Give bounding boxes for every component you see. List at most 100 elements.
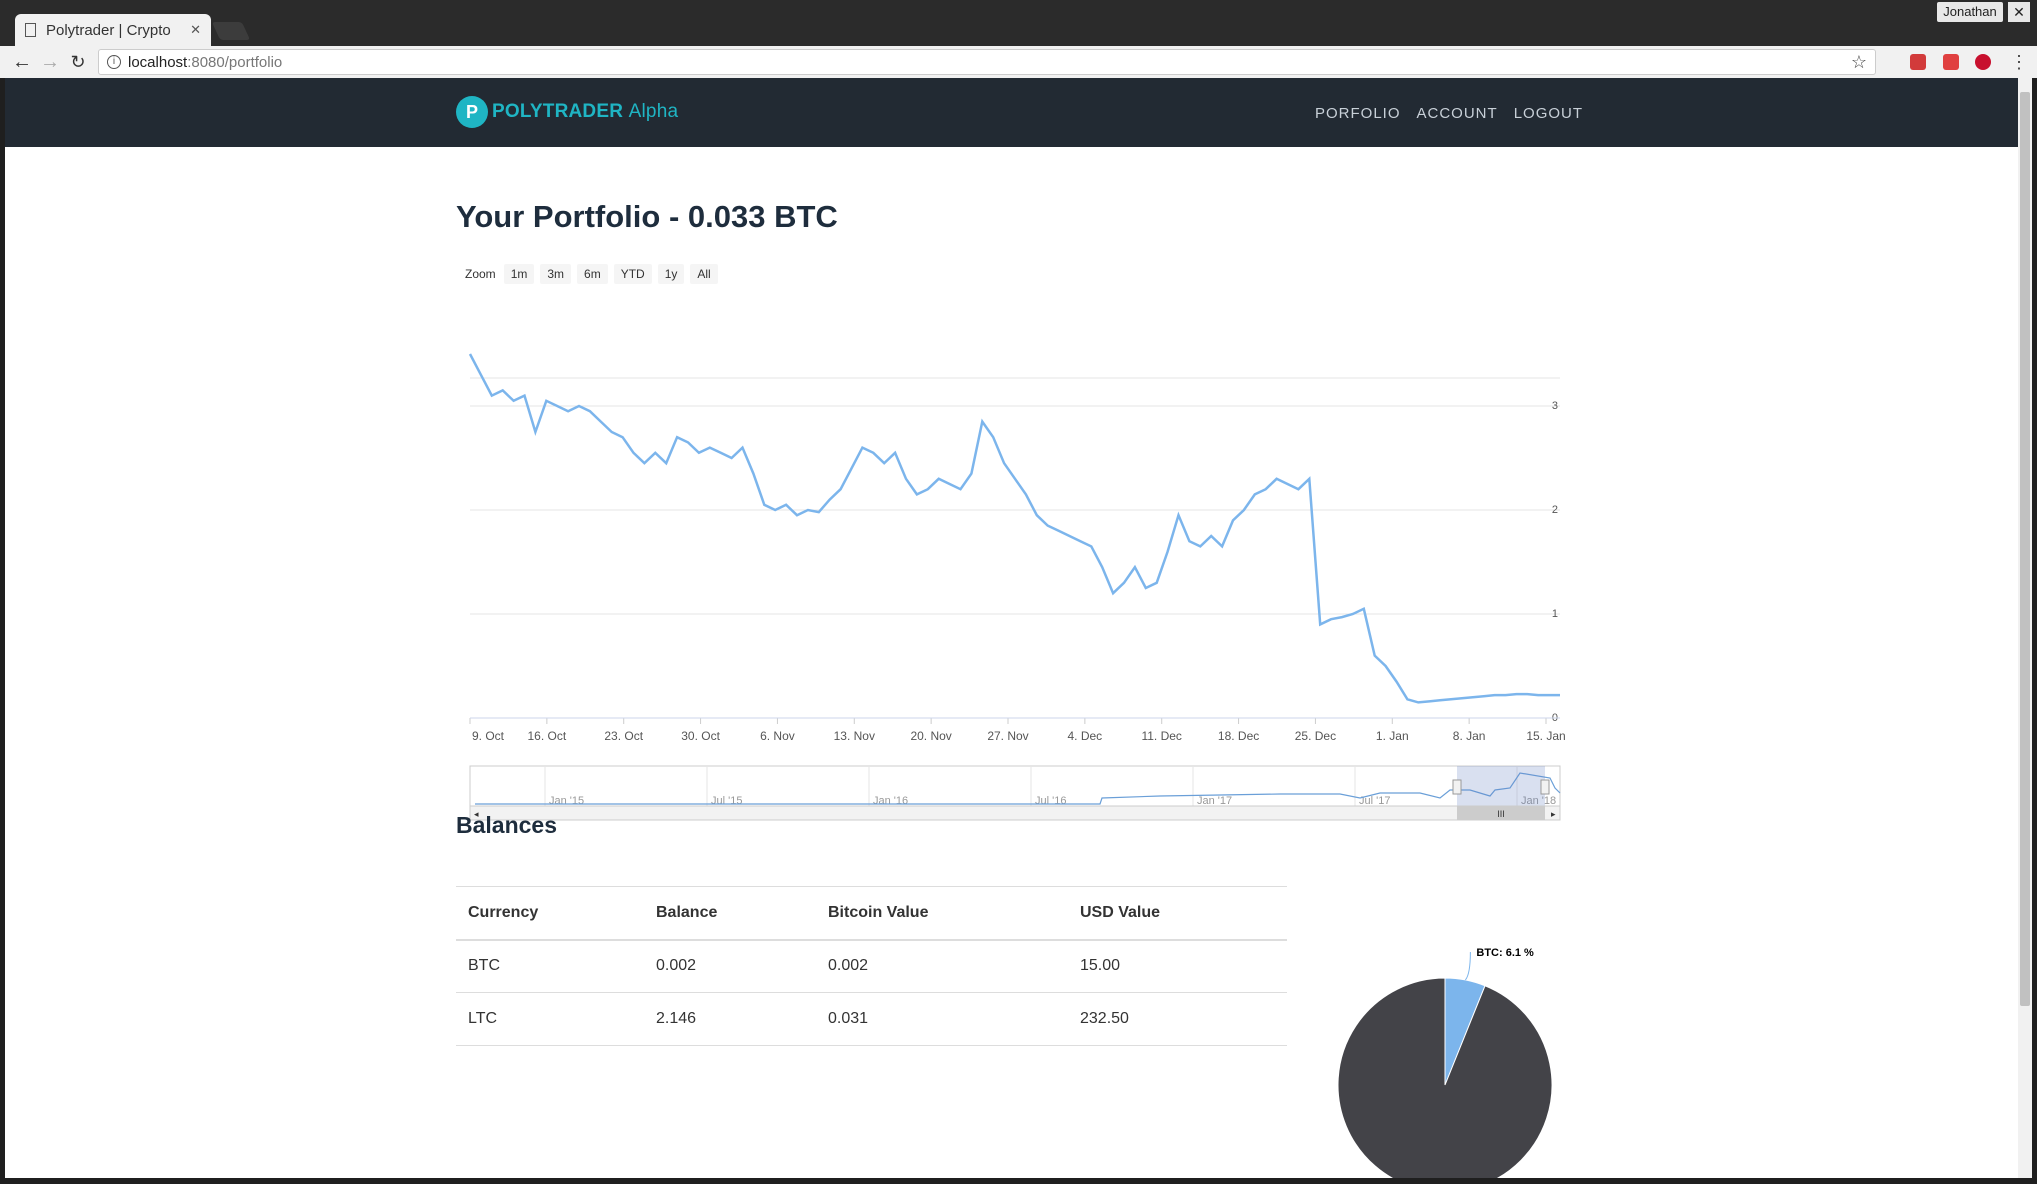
- table-row: LTC 2.146 0.031 232.50: [456, 992, 1287, 1046]
- zoom-button-3m[interactable]: 3m: [540, 264, 572, 284]
- x-tick-label: 16. Oct: [528, 729, 567, 743]
- column-header-bitcoin-value: Bitcoin Value: [816, 886, 1068, 941]
- browser-toolbar: ← → ↻ i localhost :8080/portfolio ☆ ⋮: [0, 46, 2037, 78]
- extension-ublock-icon[interactable]: [1975, 54, 1991, 70]
- nav-link-account[interactable]: ACCOUNT: [1416, 105, 1498, 122]
- info-icon[interactable]: i: [107, 55, 121, 69]
- navigator-tick-label: Jul '15: [711, 795, 742, 807]
- navigator-tick-label: Jan '15: [549, 795, 584, 807]
- bookmark-star-icon[interactable]: ☆: [1850, 52, 1867, 72]
- zoom-label: Zoom: [465, 267, 496, 281]
- site-navbar: P POLYTRADER Alpha PORFOLIO ACCOUNT LOGO…: [5, 78, 2018, 147]
- cell-bitcoin-value: 0.031: [816, 992, 1068, 1046]
- cell-currency: BTC: [456, 939, 644, 993]
- y-tick-label: 2: [1552, 504, 1558, 516]
- navigator-series: [475, 772, 1561, 805]
- cell-usd-value: 15.00: [1068, 939, 1287, 993]
- navigator-scrollbar: [469, 805, 1561, 821]
- nav-links: PORFOLIO ACCOUNT LOGOUT: [1315, 105, 1583, 122]
- navigator-tick-label: Jan '17: [1197, 795, 1232, 807]
- x-tick-label: 25. Dec: [1295, 729, 1336, 743]
- balances-table: Currency Balance Bitcoin Value USD Value…: [456, 886, 1287, 1046]
- navigator-handle-left: [1452, 779, 1462, 795]
- browser-titlebar: Polytrader | Crypto ✕ Jonathan ✕: [0, 0, 2037, 46]
- x-tick-label: 4. Dec: [1068, 729, 1103, 743]
- logo-icon[interactable]: P: [456, 96, 488, 128]
- pie-label-btc: BTC: 6.1 %: [1476, 947, 1534, 959]
- y-tick-label: 3: [1552, 400, 1558, 412]
- balances-title: Balances: [456, 812, 558, 838]
- cell-balance: 2.146: [644, 992, 816, 1046]
- allocation-pie-chart[interactable]: BTC: 6.1 %LTC: 93.9 %: [1315, 928, 1615, 1178]
- table-header-row: Currency Balance Bitcoin Value USD Value: [456, 886, 1287, 941]
- zoom-button-all[interactable]: All: [690, 264, 718, 284]
- navigator-scrollbar-thumb: [1457, 806, 1545, 820]
- navigator-frame: [469, 765, 1561, 807]
- navigator-tick-label: Jan '18: [1521, 795, 1556, 807]
- document-icon: [25, 23, 36, 37]
- extension-lastpass-icon[interactable]: [1910, 54, 1926, 70]
- zoom-button-1y[interactable]: 1y: [657, 264, 685, 284]
- navigator-tick-label: Jul '17: [1359, 795, 1390, 807]
- reload-icon[interactable]: ↻: [70, 52, 86, 72]
- brand-suffix: Alpha: [628, 101, 679, 122]
- cell-usd-value: 232.50: [1068, 992, 1287, 1046]
- x-tick-label: 1. Jan: [1376, 729, 1409, 743]
- page-title: Your Portfolio - 0.033 BTC: [456, 199, 838, 234]
- x-tick-label: 18. Dec: [1218, 729, 1259, 743]
- nav-link-portfolio[interactable]: PORFOLIO: [1315, 105, 1401, 122]
- profile-button[interactable]: Jonathan: [1937, 2, 2003, 22]
- navigator-tick-label: Jan '16: [873, 795, 908, 807]
- zoom-selector: Zoom 1m 3m 6m YTD 1y All: [465, 264, 718, 284]
- forward-arrow-icon[interactable]: →: [40, 51, 60, 73]
- tab-title: Polytrader | Crypto: [46, 21, 171, 39]
- table-row: BTC 0.002 0.002 15.00: [456, 939, 1287, 993]
- browser-tab[interactable]: Polytrader | Crypto ✕: [15, 14, 211, 46]
- extension-todoist-icon[interactable]: [1943, 54, 1959, 70]
- column-header-currency: Currency: [456, 886, 644, 941]
- web-page: P POLYTRADER Alpha PORFOLIO ACCOUNT LOGO…: [5, 78, 2018, 1178]
- x-tick-label: 23. Oct: [604, 729, 643, 743]
- address-bar[interactable]: i localhost :8080/portfolio ☆: [98, 49, 1876, 75]
- column-header-balance: Balance: [644, 886, 816, 941]
- pie-slice-ltc: [1337, 977, 1553, 1178]
- navigator-tick-label: Jul '16: [1035, 795, 1066, 807]
- scroll-left-arrow: ◂: [474, 809, 479, 819]
- x-tick-label: 8. Jan: [1453, 729, 1486, 743]
- x-tick-label: 6. Nov: [760, 729, 795, 743]
- url-host: localhost: [128, 53, 188, 71]
- pie-connector: [1464, 951, 1471, 981]
- series-line: [468, 353, 1560, 704]
- x-tick-label: 9. Oct: [472, 729, 505, 743]
- scrollbar-thumb[interactable]: [2020, 92, 2030, 1006]
- back-arrow-icon[interactable]: ←: [12, 51, 32, 73]
- page-scrollbar[interactable]: [2018, 78, 2032, 1178]
- tab-close-icon[interactable]: ✕: [190, 22, 201, 37]
- navigator-selection: [1457, 766, 1545, 806]
- column-header-usd-value: USD Value: [1068, 886, 1287, 941]
- x-tick-label: 15. Jan: [1526, 729, 1565, 743]
- zoom-button-ytd[interactable]: YTD: [613, 264, 652, 284]
- new-tab-button[interactable]: [211, 22, 251, 40]
- url-path: :8080/portfolio: [187, 53, 283, 71]
- x-tick-label: 27. Nov: [987, 729, 1028, 743]
- x-tick-label: 30. Oct: [681, 729, 720, 743]
- x-tick-label: 20. Nov: [910, 729, 951, 743]
- y-tick-label: 1: [1552, 608, 1558, 620]
- navigator-grip: III: [1497, 809, 1505, 819]
- nav-link-logout[interactable]: LOGOUT: [1513, 105, 1584, 122]
- window-close-icon[interactable]: ✕: [2008, 2, 2030, 22]
- x-tick-label: 13. Nov: [834, 729, 875, 743]
- navigator-handle-right: [1540, 779, 1550, 795]
- brand-logo[interactable]: POLYTRADER Alpha: [492, 101, 678, 123]
- scroll-right-arrow: ▸: [1551, 809, 1556, 819]
- browser-menu-icon[interactable]: ⋮: [2010, 52, 2028, 72]
- cell-currency: LTC: [456, 992, 644, 1046]
- cell-balance: 0.002: [644, 939, 816, 993]
- cell-bitcoin-value: 0.002: [816, 939, 1068, 993]
- zoom-button-6m[interactable]: 6m: [577, 264, 608, 284]
- brand-name: POLYTRADER: [492, 101, 624, 122]
- zoom-button-1m[interactable]: 1m: [503, 264, 535, 284]
- x-tick-label: 11. Dec: [1141, 729, 1181, 743]
